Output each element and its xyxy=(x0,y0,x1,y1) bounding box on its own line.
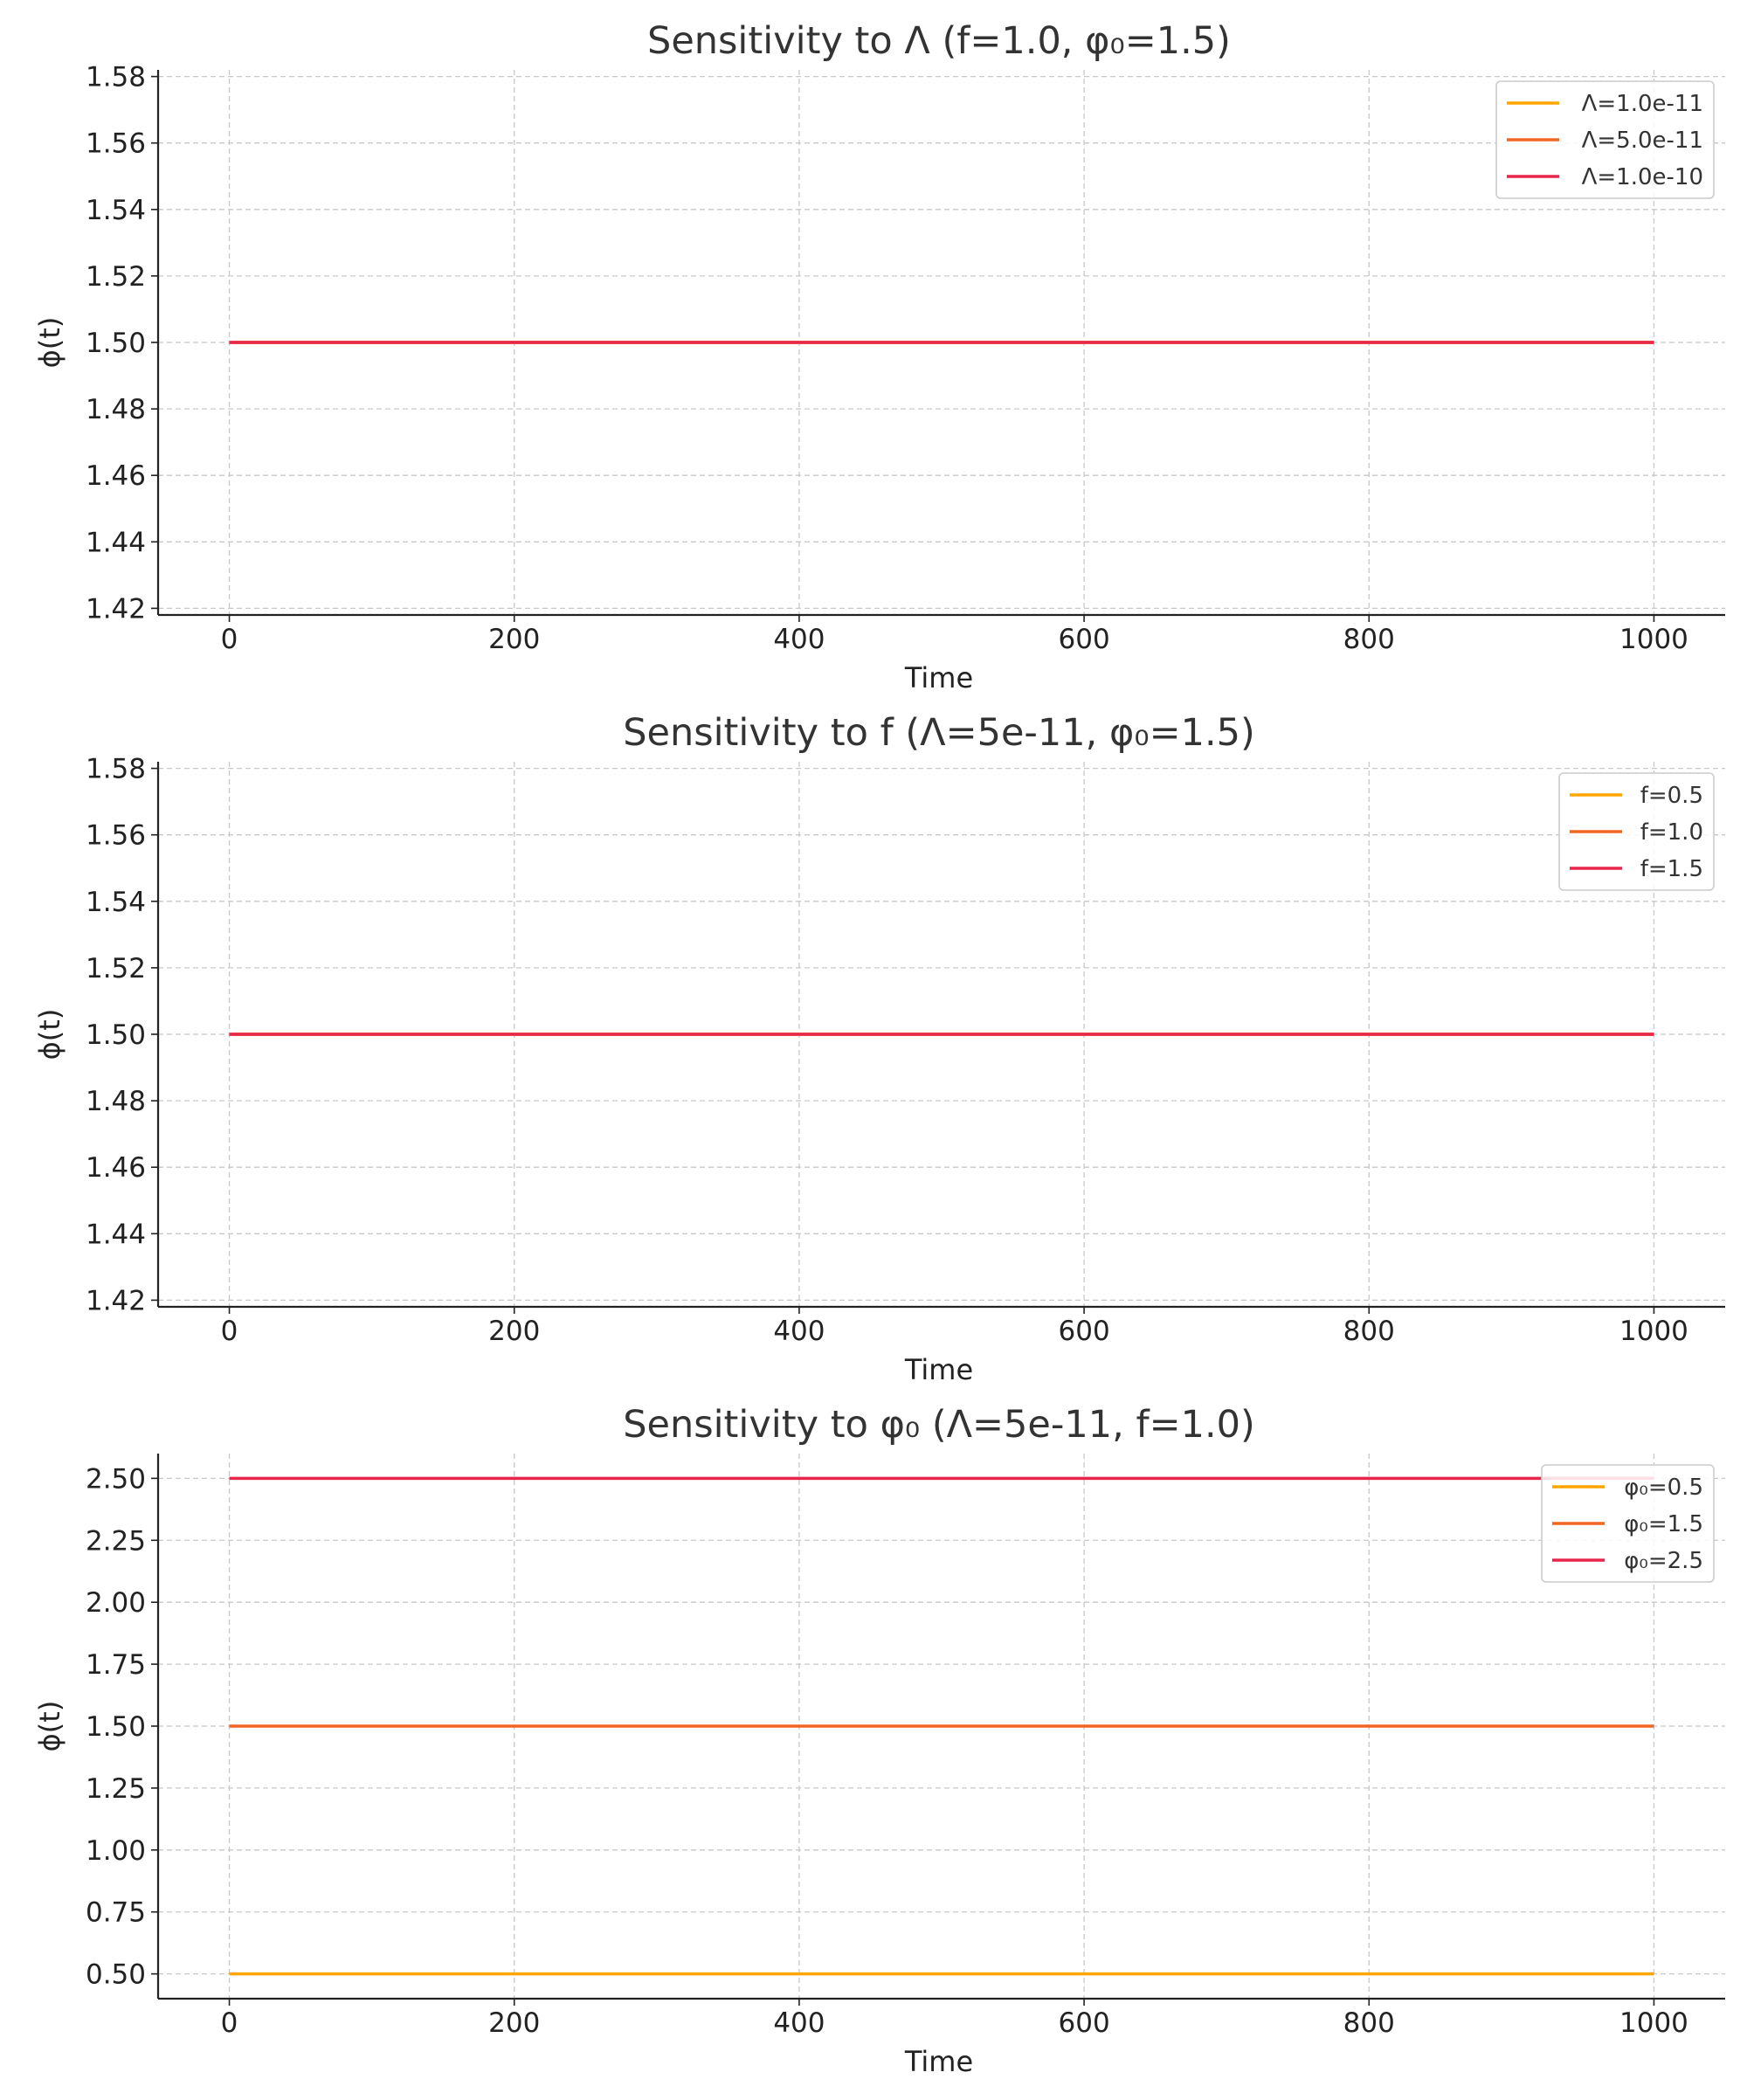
legend-label: f=1.0 xyxy=(1640,819,1703,846)
legend: φ₀=0.5 φ₀=1.5 φ₀=2.5 xyxy=(1541,1464,1715,1583)
y-tick-label: 1.25 xyxy=(86,1773,146,1805)
x-tick-label: 0 xyxy=(221,624,238,655)
y-axis-label: ϕ(t) xyxy=(33,1009,66,1060)
chart-panel-2: 0 200 400 600 800 1000 1.42 1.44 1.46 1.48 1.50 1.5… xyxy=(33,711,1725,1386)
x-axis-label: Time xyxy=(904,1353,973,1386)
y-tick-label: 1.56 xyxy=(86,128,146,160)
y-tick-label: 1.48 xyxy=(86,394,146,425)
legend-label: Λ=1.0e-10 xyxy=(1582,164,1703,190)
legend-label: φ₀=0.5 xyxy=(1624,1475,1703,1501)
y-tick-label: 1.52 xyxy=(86,953,146,984)
y-tick-label: 1.58 xyxy=(86,62,146,93)
y-tick-label: 1.46 xyxy=(86,460,146,492)
legend-label: f=0.5 xyxy=(1640,783,1703,809)
y-tick-label: 1.54 xyxy=(86,887,146,918)
chart-panel-1: 0 200 400 600 800 1000 1.42 1.44 1.46 1.48 1.50 1.5… xyxy=(33,19,1725,694)
y-axis-label: ϕ(t) xyxy=(33,317,66,369)
y-tick-label: 1.46 xyxy=(86,1152,146,1184)
legend-label: f=1.5 xyxy=(1640,856,1703,882)
y-tick-label: 1.50 xyxy=(86,328,146,359)
y-tick-label: 1.44 xyxy=(86,1219,146,1250)
y-tick-label: 1.52 xyxy=(86,261,146,293)
y-tick-label: 1.75 xyxy=(86,1649,146,1681)
x-tick-label: 800 xyxy=(1343,624,1395,655)
x-tick-label: 1000 xyxy=(1619,2007,1688,2039)
chart-title: Sensitivity to Λ (f=1.0, φ₀=1.5) xyxy=(647,19,1231,63)
x-tick-label: 0 xyxy=(221,2007,238,2039)
x-tick-label: 1000 xyxy=(1619,624,1688,655)
legend-box xyxy=(1541,1464,1715,1583)
legend-label: φ₀=2.5 xyxy=(1624,1548,1703,1574)
x-tick-label: 600 xyxy=(1059,2007,1110,2039)
y-tick-label: 1.44 xyxy=(86,527,146,558)
legend-label: Λ=1.0e-11 xyxy=(1582,91,1703,117)
x-tick-label: 200 xyxy=(488,2007,540,2039)
x-axis-label: Time xyxy=(904,2045,973,2078)
x-tick-label: 400 xyxy=(773,2007,825,2039)
x-tick-label: 400 xyxy=(773,624,825,655)
y-tick-label: 2.25 xyxy=(86,1525,146,1557)
y-tick-label: 1.54 xyxy=(86,195,146,226)
y-tick-label: 1.42 xyxy=(86,593,146,625)
y-tick-label: 1.58 xyxy=(86,754,146,785)
legend-box xyxy=(1495,80,1715,199)
x-tick-label: 800 xyxy=(1343,2007,1395,2039)
y-tick-label: 1.50 xyxy=(86,1711,146,1743)
x-tick-label: 0 xyxy=(221,1316,238,1347)
x-tick-label: 800 xyxy=(1343,1316,1395,1347)
legend-box xyxy=(1558,772,1715,891)
chart-title: Sensitivity to f (Λ=5e-11, φ₀=1.5) xyxy=(623,711,1255,755)
x-tick-label: 200 xyxy=(488,624,540,655)
y-tick-label: 2.50 xyxy=(86,1463,146,1495)
x-axis-label: Time xyxy=(904,661,973,694)
legend-label: Λ=5.0e-11 xyxy=(1582,128,1703,154)
y-tick-label: 0.75 xyxy=(86,1897,146,1929)
legend: Λ=1.0e-11 Λ=5.0e-11 Λ=1.0e-10 xyxy=(1495,80,1715,199)
x-tick-label: 400 xyxy=(773,1316,825,1347)
y-tick-label: 2.00 xyxy=(86,1587,146,1619)
legend-label: φ₀=1.5 xyxy=(1624,1511,1703,1537)
x-tick-label: 600 xyxy=(1059,1316,1110,1347)
x-tick-label: 600 xyxy=(1059,624,1110,655)
y-tick-label: 0.50 xyxy=(86,1959,146,1991)
legend: f=0.5 f=1.0 f=1.5 xyxy=(1558,772,1715,891)
y-tick-label: 1.48 xyxy=(86,1086,146,1117)
chart-title: Sensitivity to φ₀ (Λ=5e-11, f=1.0) xyxy=(623,1403,1255,1447)
y-tick-label: 1.56 xyxy=(86,820,146,852)
y-tick-label: 1.00 xyxy=(86,1835,146,1867)
x-tick-label: 1000 xyxy=(1619,1316,1688,1347)
chart-panel-3: 0 200 400 600 800 1000 0.50 0.75 1.00 1.25 1.50 1.7… xyxy=(33,1403,1725,2078)
y-tick-label: 1.42 xyxy=(86,1285,146,1316)
x-tick-label: 200 xyxy=(488,1316,540,1347)
y-tick-label: 1.50 xyxy=(86,1019,146,1051)
y-axis-label: ϕ(t) xyxy=(33,1701,66,1752)
